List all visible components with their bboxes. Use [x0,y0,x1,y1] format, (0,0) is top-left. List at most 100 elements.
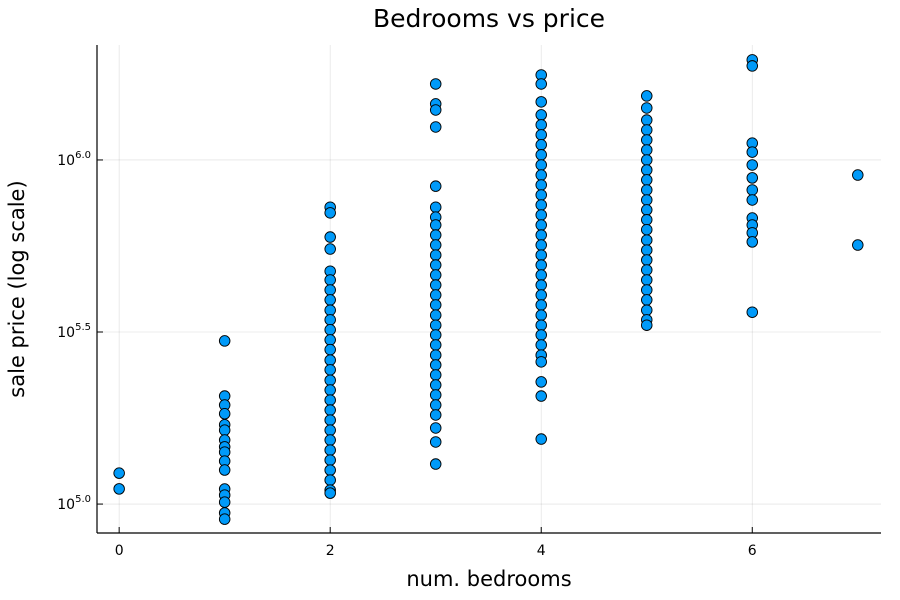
point [324,487,336,499]
point [535,199,547,211]
point [535,279,547,291]
point [535,289,547,301]
point [429,422,442,434]
point [218,335,231,347]
point [640,174,653,186]
point [429,269,442,281]
point [746,159,759,171]
point [640,154,653,166]
point [746,306,759,318]
point [324,404,336,416]
point [640,274,653,286]
point [852,239,864,251]
point [324,284,336,296]
chart-title: Bedrooms vs price [373,4,605,33]
point [324,394,336,406]
point [535,356,547,368]
point [535,119,547,131]
point [429,259,442,271]
point [535,229,547,241]
point [429,299,442,311]
point [640,90,653,102]
point [324,364,336,376]
point [429,458,442,470]
point [746,236,759,248]
point [640,124,653,136]
point [746,194,759,206]
point [429,309,442,321]
point [535,129,547,141]
point [429,369,442,381]
point [535,269,547,281]
point [324,374,336,386]
point [535,96,547,108]
point [429,319,442,331]
point [429,229,442,241]
point [429,329,442,341]
point [324,304,336,316]
point [535,239,547,251]
point [535,149,547,161]
point [852,169,864,181]
point [535,319,547,331]
point [640,294,653,306]
point [535,169,547,181]
point [429,219,442,231]
point [429,436,442,448]
point [535,259,547,271]
point [535,209,547,221]
point [324,334,336,346]
point [429,339,442,351]
point [324,294,336,306]
point [429,249,442,261]
point [429,399,442,411]
point [324,414,336,426]
point [640,234,653,246]
point [324,231,336,243]
point [113,483,125,495]
point [429,389,442,401]
point [535,339,547,351]
point [429,349,442,361]
point [640,264,653,276]
point [324,243,336,255]
point [429,279,442,291]
points [113,54,864,525]
point [218,513,231,525]
point [640,284,653,296]
point [535,179,547,191]
point [535,219,547,231]
point [535,189,547,201]
point [640,214,653,226]
point [324,454,336,466]
point [640,223,653,236]
point [324,314,336,326]
point [746,172,759,184]
point [429,289,442,301]
point [535,433,547,445]
point [324,354,336,366]
point [218,424,231,436]
point [535,139,547,151]
point [640,204,653,216]
point [324,207,336,219]
point [324,343,336,356]
x-tick-label: 0 [115,543,124,559]
point [324,424,336,436]
point [429,201,442,213]
grid [97,45,881,533]
x-tick-label: 4 [537,543,546,559]
point [535,78,547,90]
y-axis-label: sale price (log scale) [5,180,29,397]
point [113,467,125,479]
point [640,254,653,266]
x-tick-label: 6 [748,543,757,559]
point [640,194,653,206]
point [640,164,653,176]
point [429,379,442,391]
point [640,102,653,114]
point [324,464,336,476]
point [429,409,442,421]
point [535,309,547,321]
